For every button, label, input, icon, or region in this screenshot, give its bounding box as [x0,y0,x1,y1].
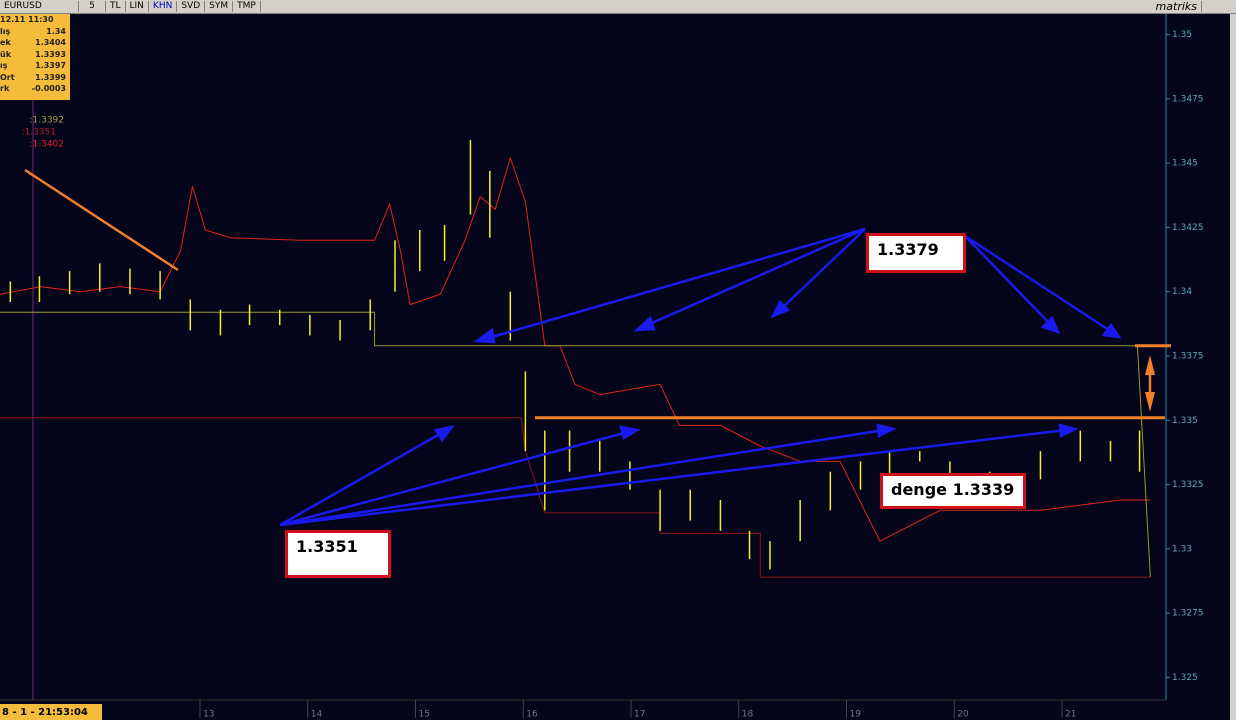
info-value: -0.0003 [31,84,66,93]
info-label: ış [0,61,8,70]
toolbar: EURUSD 5 TL LIN KHN SVD SYM TMP matriks [0,0,1236,14]
x-tick-label: 15 [418,710,429,720]
y-tick-label: 1.3375 [1172,352,1204,362]
info-value: 1.3397 [35,61,66,70]
y-tick-label: 1.345 [1172,159,1198,169]
info-value: 1.34 [46,26,66,36]
info-box: 12.11 11:30 lış 1.34 ek 1.3404 ük 1.3393 ış 1.3… [0,14,70,100]
scrollbar [1230,14,1236,720]
symbol[interactable]: EURUSD [0,1,79,12]
y-tick-label: 1.3475 [1172,94,1204,104]
info-label: Ort [0,72,15,82]
info-label: lış [0,26,11,36]
y-tick-label: 1.35 [1172,30,1192,40]
x-tick-label: 21 [1065,710,1076,720]
info-row: ış 1.3397 [0,60,70,72]
x-tick-label: 20 [957,710,969,720]
y-axis-area [1166,14,1230,700]
plot [0,140,1171,578]
x-tick-label: 16 [526,710,538,720]
info-row: ük 1.3393 [0,49,70,61]
annotation: 1.3379 [866,233,966,273]
arrows [24,168,1155,527]
side-label: :1.3392 [29,116,64,126]
tool-button[interactable]: TMP [233,1,261,12]
price-line [0,311,1151,578]
info-row: Ort 1.3399 [0,72,70,84]
info-time: 12.11 11:30 [0,15,54,24]
info-row: rk -0.0003 [0,83,70,95]
info-label: rk [0,84,10,93]
annotation: 1.3351 [285,530,391,578]
tool-button[interactable]: SVD [177,1,206,12]
info-label: ük [0,49,12,59]
y-tick-label: 1.33 [1172,544,1192,554]
x-tick-label: 17 [634,710,645,720]
info-value: 1.3393 [35,49,66,59]
info-row: lış 1.34 [0,26,70,38]
info-value: 1.3404 [35,38,66,47]
y-tick-label: 1.3275 [1172,609,1204,619]
x-tick-label: 18 [742,710,754,720]
x-axis-area [0,700,1230,720]
info-row: ek 1.3404 [0,37,70,49]
y-tick-label: 1.3425 [1172,223,1204,233]
tool-button[interactable]: SYM [205,1,234,12]
side-label: :1.3351 [21,128,56,138]
tool-button[interactable]: KHN [149,1,178,12]
brand: matriks [1152,1,1202,12]
status: 8 - 1 - 21:53:04 [2,707,88,718]
side-label: :1.3402 [29,140,64,150]
status-bg [0,704,102,720]
annotation: denge 1.3339 [880,473,1026,509]
tool-button[interactable]: 5 [79,1,106,12]
info-label: ek [0,38,11,47]
x-tick-label: 14 [311,710,323,720]
x-tick-label: 13 [203,710,214,720]
tool-button[interactable]: LIN [126,1,149,12]
x-tick-label: 19 [849,710,861,720]
price-line [0,156,1151,542]
y-tick-label: 1.325 [1172,673,1198,683]
info-value: 1.3399 [35,72,66,82]
y-tick-label: 1.34 [1172,287,1192,297]
tool-button[interactable]: TL [106,1,126,12]
y-tick-label: 1.3325 [1172,480,1204,490]
y-tick-label: 1.335 [1172,416,1198,426]
